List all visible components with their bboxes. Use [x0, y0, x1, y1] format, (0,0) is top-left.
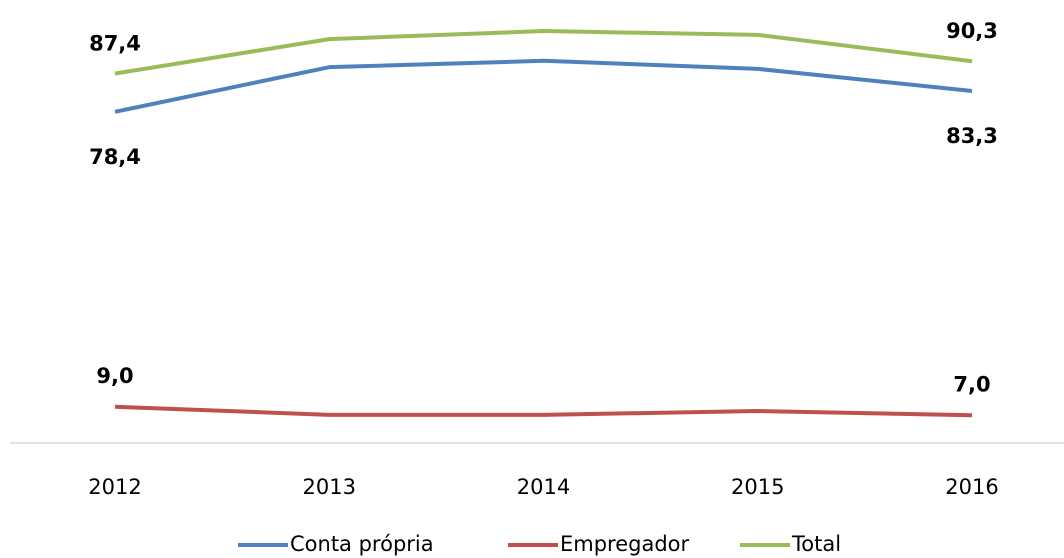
x-tick-label: 2012	[88, 475, 141, 499]
series-line	[114, 29, 973, 76]
data-label: 87,4	[89, 32, 141, 56]
x-tick-label: 2015	[731, 475, 784, 499]
series-line	[114, 58, 973, 114]
x-tick-label: 2016	[945, 475, 998, 499]
legend-label: Conta própria	[290, 532, 434, 556]
legend-label: Total	[791, 532, 841, 556]
data-label: 90,3	[946, 19, 998, 43]
data-label: 7,0	[953, 372, 990, 396]
x-tick-label: 2014	[517, 475, 570, 499]
data-label: 83,3	[946, 124, 998, 148]
series-line	[114, 404, 973, 418]
data-label: 78,4	[89, 145, 141, 169]
legend-label: Empregador	[560, 532, 690, 556]
x-tick-label: 2013	[303, 475, 356, 499]
data-label: 9,0	[96, 364, 133, 388]
